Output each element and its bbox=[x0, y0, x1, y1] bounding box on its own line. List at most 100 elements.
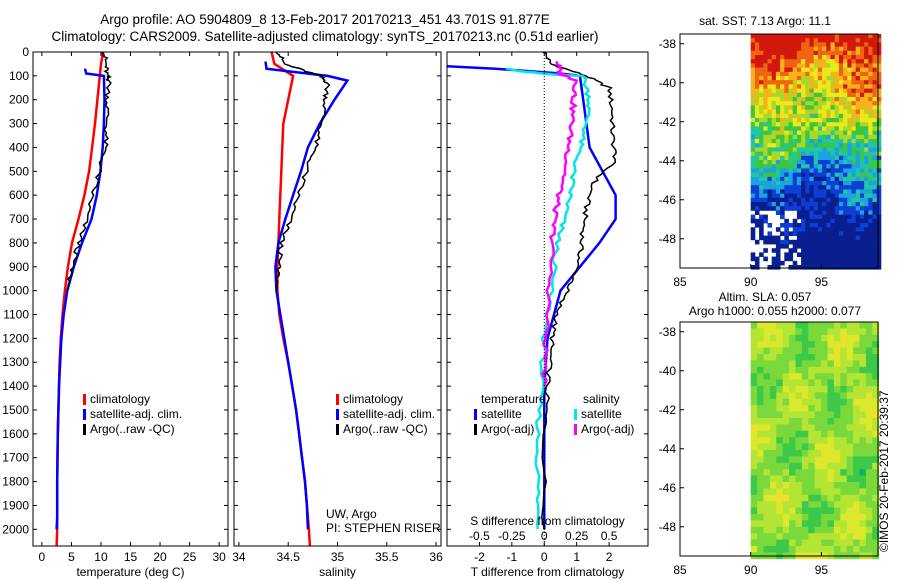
sat-sst-cell bbox=[868, 63, 873, 68]
salinity-legend-label: Argo(..raw -QC) bbox=[343, 422, 428, 436]
sat-sst-ytick-label: -38 bbox=[659, 37, 677, 51]
depth-tick-label: 1100 bbox=[3, 308, 29, 322]
sat-sst-cell bbox=[813, 59, 819, 64]
altim-sla-cell bbox=[865, 533, 873, 540]
sat-sst-cell bbox=[817, 50, 823, 56]
altim-sla-cell bbox=[872, 411, 880, 419]
sat-sst-cell bbox=[817, 38, 823, 43]
sat-sst-cell bbox=[796, 88, 802, 94]
sat-sst-cell bbox=[771, 55, 777, 60]
sat-sst-cell bbox=[809, 134, 815, 140]
sat-sst-cell bbox=[855, 46, 861, 52]
sat-sst-cell bbox=[851, 214, 857, 220]
sat-sst-cell bbox=[838, 59, 844, 64]
altim-sla-cell bbox=[872, 334, 880, 342]
altim-sla-cell bbox=[814, 437, 822, 444]
sat-sst-cell bbox=[822, 197, 827, 203]
altim-sla-cell bbox=[859, 430, 867, 438]
sat-sst-cell bbox=[868, 218, 873, 224]
sat-sst-cell bbox=[859, 139, 865, 144]
sat-sst-cell bbox=[767, 168, 773, 173]
sat-sst-cell bbox=[771, 206, 777, 211]
temperature-legend-label: climatology bbox=[90, 392, 150, 406]
sat-sst-cell bbox=[851, 67, 857, 73]
imos-timestamp: ©IMOS 20-Feb-2017 20:39:37 bbox=[877, 390, 891, 552]
altim-sla-cell bbox=[814, 526, 822, 534]
altim-sla-cell bbox=[840, 328, 848, 336]
altim-sla-cell bbox=[757, 482, 764, 489]
sat-sst-cell bbox=[813, 193, 819, 199]
altim-sla-cell bbox=[833, 469, 841, 476]
altim-sla-cell bbox=[789, 347, 796, 355]
sat-sst-cell bbox=[784, 42, 789, 47]
sat-sst-cell bbox=[788, 122, 794, 127]
sat-sst-cell bbox=[859, 46, 865, 52]
sat-sst-cell bbox=[826, 248, 831, 253]
figure-title-line2: Climatology: CARS2009. Satellite-adjuste… bbox=[51, 29, 599, 44]
sat-sst-cell bbox=[805, 42, 810, 47]
sat-sst-cell bbox=[754, 139, 760, 144]
altim-sla-cell bbox=[801, 450, 809, 457]
depth-tick-label: 1700 bbox=[2, 451, 29, 465]
sat-sst-cell bbox=[847, 206, 852, 211]
altim-sla-cell bbox=[801, 526, 809, 534]
altim-sla-cell bbox=[859, 405, 867, 412]
sat-sst-cell bbox=[796, 130, 802, 136]
altim-sla-cell bbox=[776, 405, 784, 412]
sat-sst-cell bbox=[834, 122, 840, 127]
sat-sst-cell bbox=[851, 139, 857, 144]
sat-sst-cell bbox=[838, 42, 844, 47]
sat-sst-cell bbox=[771, 122, 777, 127]
altim-sla-cell bbox=[789, 546, 796, 553]
sat-sst-cell bbox=[826, 244, 831, 249]
sat-sst-cell bbox=[792, 55, 798, 60]
sat-sst-cell bbox=[813, 244, 819, 249]
sat-sst-cell bbox=[851, 130, 857, 136]
sat-sst-cell bbox=[830, 101, 836, 106]
sat-sst-cell bbox=[809, 55, 815, 60]
altim-sla-cell bbox=[757, 418, 764, 425]
sat-sst-cell bbox=[784, 181, 789, 186]
altim-sla-cell bbox=[776, 546, 784, 553]
altim-sla-cell bbox=[776, 501, 784, 508]
sat-sst-cell bbox=[813, 71, 819, 77]
altim-sla-cell bbox=[814, 424, 822, 432]
sat-sst-cell bbox=[784, 185, 789, 190]
altim-sla-cell bbox=[769, 539, 777, 547]
altim-sla-cell bbox=[821, 379, 828, 387]
altim-sla-cell bbox=[808, 539, 816, 547]
altim-sla-cell bbox=[776, 488, 784, 496]
sat-sst-cell bbox=[864, 239, 869, 245]
altim-sla-cell bbox=[782, 514, 790, 521]
sat-sst-cell bbox=[813, 80, 819, 85]
sat-sst-cell bbox=[796, 97, 802, 102]
altim-sla-cell bbox=[872, 533, 880, 540]
sat-sst-cell bbox=[750, 118, 756, 123]
sat-sst-cell bbox=[847, 105, 852, 110]
altim-sla-cell bbox=[763, 514, 771, 521]
sat-sst-cell bbox=[767, 122, 773, 127]
altim-sla-frame bbox=[679, 321, 879, 557]
altim-sla-cell bbox=[769, 411, 777, 419]
sat-sst-cell bbox=[868, 176, 873, 182]
altim-sla-cell bbox=[808, 341, 816, 348]
altim-sla-cell bbox=[763, 494, 771, 502]
sat-sst-cell bbox=[788, 34, 794, 39]
sat-sst-cell bbox=[838, 223, 844, 228]
sat-sst-cell bbox=[855, 256, 861, 262]
sat-sst-cell bbox=[754, 181, 760, 186]
sat-sst-cell bbox=[813, 46, 819, 52]
sat-sst-cell bbox=[838, 260, 844, 266]
sat-sst-cell bbox=[859, 227, 865, 232]
altim-sla-cell bbox=[859, 437, 867, 444]
sat-sst-cell bbox=[763, 126, 768, 131]
sdiff-axis-title: S difference from climatology bbox=[470, 514, 625, 528]
altim-sla-cell bbox=[795, 341, 803, 348]
sat-sst-cell bbox=[796, 109, 802, 115]
altim-sla-cell bbox=[814, 328, 822, 336]
sat-sst-cell bbox=[843, 109, 848, 115]
sat-sst-cell bbox=[864, 55, 869, 60]
sat-sst-cell bbox=[796, 143, 802, 148]
sat-sst-cell bbox=[780, 59, 785, 64]
sat-sst-cell bbox=[872, 109, 878, 115]
